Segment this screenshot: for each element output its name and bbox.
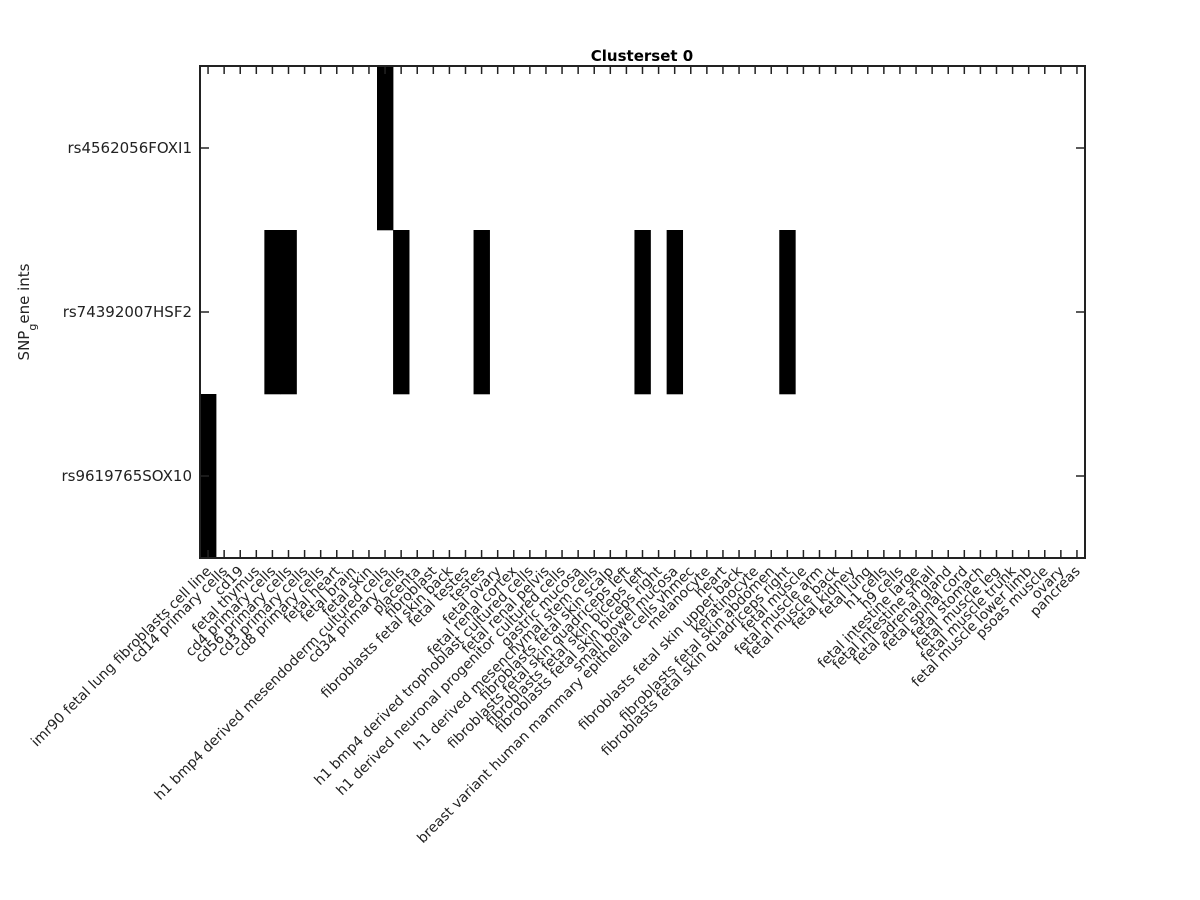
heatmap-cell — [666, 230, 684, 395]
x-tick-label: imr90 fetal lung fibroblasts cell line — [28, 564, 215, 751]
y-axis-label: SNPgene ints — [15, 263, 39, 360]
heatmap-cell — [473, 230, 490, 395]
y-tick-label: rs9619765SOX10 — [61, 467, 192, 485]
x-tick-labels: imr90 fetal lung fibroblasts cell linecd… — [28, 563, 1083, 847]
heatmap-cell — [377, 66, 394, 231]
heatmap-cells — [200, 66, 796, 559]
chart-title: Clusterset 0 — [591, 47, 693, 65]
axis-ticks — [200, 66, 1085, 558]
heatmap-cell — [264, 230, 281, 395]
heatmap-cell — [280, 230, 297, 395]
y-tick-labels: rs4562056FOXI1 rs74392007HSF2 rs9619765SOX… — [61, 139, 192, 485]
heatmap-cell — [779, 230, 796, 395]
heatmap-cell — [634, 230, 651, 395]
y-tick-label: rs4562056FOXI1 — [67, 139, 192, 157]
y-tick-label: rs74392007HSF2 — [63, 303, 192, 321]
heatmap-cell — [393, 230, 410, 395]
